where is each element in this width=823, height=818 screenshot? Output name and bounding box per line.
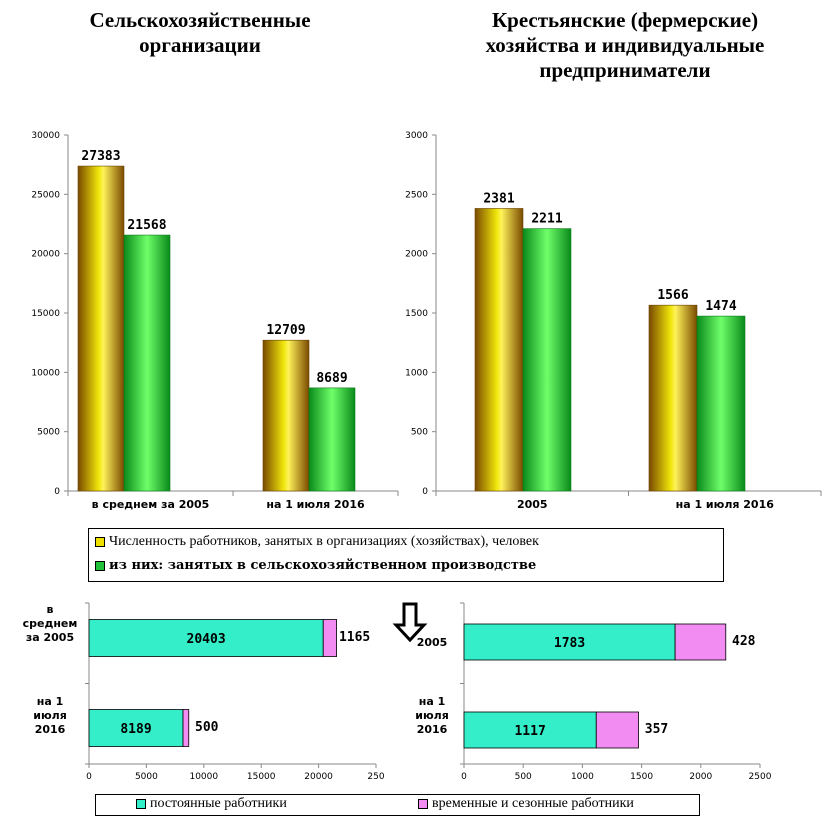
x-tick-label-bottom-right: 2500 [749, 772, 772, 782]
x-tick-label-bottom-right: 1000 [571, 772, 594, 782]
category-label-bottom-right: июля [415, 709, 449, 722]
data-label-bottom-left: 500 [195, 720, 219, 735]
legend-swatch-temporary [418, 799, 428, 809]
bar-segment-bottom-right [463, 711, 597, 749]
y-tick-label-left: 20000 [31, 250, 60, 260]
data-label-right: 2381 [483, 191, 514, 206]
legend-label-temporary: временные и сезонные работники [432, 796, 634, 811]
data-label-bottom-left: 20403 [187, 632, 226, 647]
data-label-left: 21568 [127, 218, 166, 233]
legend-label-agri: из них: занятых в сельскохозяйственном п… [109, 558, 537, 573]
data-label-bottom-right: 1783 [554, 636, 585, 651]
data-label-bottom-right: 1117 [514, 724, 545, 739]
x-tick-label-left: на 1 июля 2016 [266, 498, 365, 511]
bar-right [648, 304, 698, 492]
bar-left [262, 339, 310, 492]
x-tick-label-bottom-left: 5000 [135, 772, 158, 782]
x-tick-label-right: на 1 июля 2016 [676, 498, 775, 511]
category-label-bottom-left: на 1 [37, 695, 64, 708]
bar-segment-bottom-left [322, 619, 338, 657]
x-tick-label-right: 2005 [517, 498, 548, 511]
y-tick-label-right: 1500 [405, 309, 428, 319]
category-label-bottom-right: на 1 [419, 695, 446, 708]
x-tick-label-bottom-right: 0 [461, 772, 467, 782]
legend-item-temporary: временные и сезонные работники [418, 796, 634, 812]
category-label-bottom-left: за 2005 [26, 631, 74, 644]
data-label-bottom-left: 1165 [339, 630, 370, 645]
right-title-line-3: предприниматели [539, 58, 711, 82]
legend-top: Численность работников, занятых в органи… [88, 528, 724, 582]
x-tick-label-bottom-left: 10000 [189, 772, 218, 782]
y-tick-label-left: 0 [54, 487, 60, 497]
left-title-line-1: Сельскохозяйственные [89, 8, 311, 32]
x-tick-label-bottom-right: 1500 [630, 772, 653, 782]
bar-segment-bottom-left [182, 709, 190, 747]
data-label-left: 27383 [81, 149, 120, 164]
category-label-bottom-left: июля [33, 709, 67, 722]
bar-segment-bottom-right [674, 623, 727, 661]
right-title-line-1: Крестьянские (фермерские) [491, 8, 759, 32]
y-tick-label-right: 3000 [405, 131, 428, 141]
data-label-bottom-right: 428 [732, 634, 756, 649]
bar-segment-bottom-left [88, 709, 184, 747]
bar-segment-bottom-left [88, 619, 324, 657]
category-label-bottom-left: в [47, 603, 54, 616]
x-tick-label-bottom-left: 20000 [304, 772, 333, 782]
legend-swatch-permanent [136, 799, 146, 809]
legend-swatch-employed [95, 537, 105, 547]
data-label-right: 2211 [531, 212, 562, 227]
legend-item-agri: из них: занятых в сельскохозяйственном п… [95, 558, 536, 573]
y-tick-label-right: 1000 [405, 368, 428, 378]
down-arrow-icon [392, 602, 428, 643]
x-tick-label-left: в среднем за 2005 [92, 498, 210, 511]
y-tick-label-right: 2500 [405, 190, 428, 200]
legend-bottom: постоянные работники временные и сезонны… [95, 794, 700, 816]
x-tick-label-bottom-right: 2000 [689, 772, 712, 782]
bar-segment-bottom-right [595, 711, 639, 749]
data-label-right: 1566 [657, 288, 688, 303]
legend-swatch-agri [95, 560, 105, 571]
bar-left [308, 387, 356, 492]
data-label-left: 8689 [316, 371, 347, 386]
bar-left [77, 165, 125, 492]
y-tick-label-left: 10000 [31, 368, 60, 378]
y-tick-label-left: 5000 [37, 428, 60, 438]
y-tick-label-right: 0 [422, 487, 428, 497]
legend-item-permanent: постоянные работники [136, 796, 287, 812]
data-label-bottom-left: 8189 [120, 722, 151, 737]
bar-right [696, 315, 746, 492]
category-label-bottom-right: 2005 [417, 636, 448, 649]
data-label-left: 12709 [266, 323, 305, 338]
category-label-bottom-left: среднем [23, 617, 78, 630]
data-label-right: 1474 [705, 299, 736, 314]
bar-segment-bottom-right [463, 623, 676, 661]
legend-label-permanent: постоянные работники [150, 796, 287, 811]
category-label-bottom-left: 2016 [35, 723, 66, 736]
x-tick-label-bottom-left: 0 [86, 772, 92, 782]
right-title-line-2: хозяйства и индивидуальные [485, 33, 765, 57]
left-title: Сельскохозяйственные организации [40, 8, 360, 58]
right-title: Крестьянские (фермерские) хозяйства и ин… [430, 8, 820, 83]
x-tick-label-bottom-left: 250 [367, 772, 384, 782]
y-tick-label-left: 30000 [31, 131, 60, 141]
x-tick-label-bottom-right: 500 [515, 772, 532, 782]
legend-label-employed: Численность работников, занятых в органи… [109, 534, 539, 549]
left-title-line-2: организации [139, 33, 261, 57]
y-tick-label-left: 25000 [31, 190, 60, 200]
y-tick-label-right: 500 [411, 428, 428, 438]
bar-right [474, 208, 524, 492]
y-tick-label-left: 15000 [31, 309, 60, 319]
category-label-bottom-right: 2016 [417, 723, 448, 736]
legend-item-employed: Численность работников, занятых в органи… [95, 534, 539, 550]
bar-left [123, 234, 171, 492]
bar-right [522, 228, 572, 492]
y-tick-label-right: 2000 [405, 250, 428, 260]
data-label-bottom-right: 357 [645, 722, 668, 737]
x-tick-label-bottom-left: 15000 [247, 772, 276, 782]
